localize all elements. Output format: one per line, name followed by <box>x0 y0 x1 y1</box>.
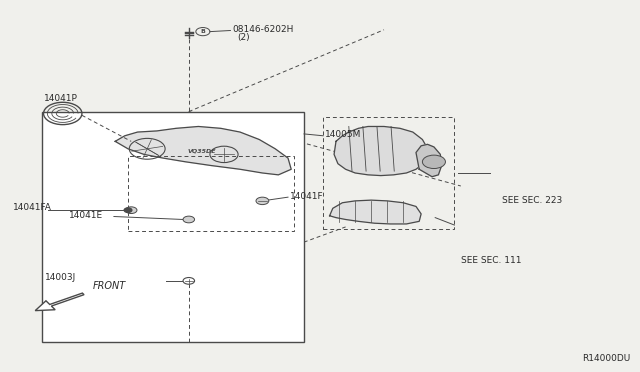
Circle shape <box>183 278 195 284</box>
Circle shape <box>125 207 137 214</box>
Text: 14003J: 14003J <box>45 273 76 282</box>
Text: 14041E: 14041E <box>69 211 103 219</box>
Text: B: B <box>200 29 205 34</box>
Text: R14000DU: R14000DU <box>582 354 630 363</box>
Text: FRONT: FRONT <box>93 281 126 291</box>
Text: 14041FA: 14041FA <box>13 203 52 212</box>
Text: 14005M: 14005M <box>325 130 362 139</box>
Polygon shape <box>416 144 442 177</box>
Text: SEE SEC. 111: SEE SEC. 111 <box>461 256 522 265</box>
Text: VQ35DE: VQ35DE <box>188 148 216 153</box>
Text: (2): (2) <box>237 33 250 42</box>
Text: 14041F: 14041F <box>290 192 324 201</box>
Polygon shape <box>330 200 421 224</box>
Polygon shape <box>115 126 291 175</box>
Text: 08146-6202H: 08146-6202H <box>232 25 294 34</box>
Bar <box>323 117 454 229</box>
Text: 14041P: 14041P <box>44 94 77 103</box>
Circle shape <box>256 197 269 205</box>
Bar <box>42 112 304 342</box>
FancyArrow shape <box>35 293 84 311</box>
Polygon shape <box>334 126 429 176</box>
Circle shape <box>422 155 445 169</box>
Text: SEE SEC. 223: SEE SEC. 223 <box>502 196 563 205</box>
Circle shape <box>124 208 132 212</box>
Bar <box>128 156 294 231</box>
Circle shape <box>183 216 195 223</box>
